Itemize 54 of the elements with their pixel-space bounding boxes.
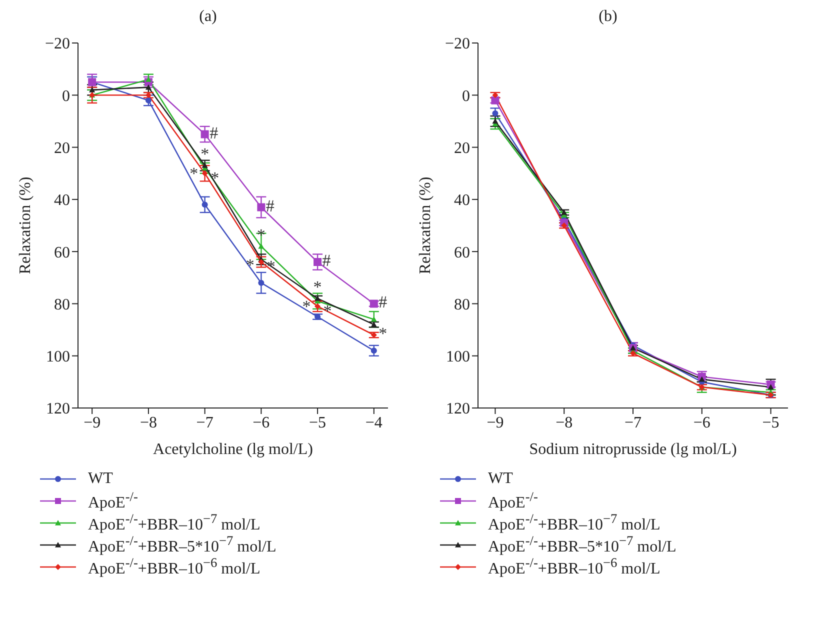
x-tick-label: −8 — [556, 414, 573, 432]
x-tick-label: −6 — [252, 414, 270, 432]
annotation: # — [322, 251, 332, 270]
y-axis-title: Relaxation (%) — [17, 176, 34, 274]
annotation: # — [210, 123, 219, 142]
annotation: * — [190, 164, 198, 184]
y-tick-label: 120 — [446, 400, 470, 418]
x-tick-label: −9 — [84, 414, 101, 432]
y-tick-label: 40 — [454, 192, 470, 210]
x-tick-label: −4 — [365, 414, 382, 432]
chart-title: (b) — [598, 8, 618, 27]
legend-label: WT — [488, 470, 513, 488]
y-tick-label: 20 — [454, 140, 470, 157]
y-tick-label: 80 — [454, 296, 470, 314]
chart-title: (a) — [198, 8, 218, 27]
y-tick-label: 80 — [54, 296, 70, 314]
y-tick-label: 60 — [454, 244, 470, 262]
y-tick-label: −20 — [44, 36, 70, 53]
legend-label: ApoE$^{-/-}$+BBR–10$^{−6}$ mol/L — [88, 555, 260, 579]
annotation: * — [200, 144, 210, 164]
x-axis-title: Sodium nitroprusside (lg mol/L) — [529, 441, 737, 458]
annotation: # — [266, 196, 275, 216]
legend-label: WT — [88, 470, 113, 488]
annotation: * — [313, 278, 322, 296]
legend-label: ApoE$^{-/-}$+BBR–10$^{−7}$ mol/L — [488, 511, 660, 535]
y-tick-label: 100 — [446, 348, 470, 366]
x-axis-title: Acetylcholine (lg mol/L) — [153, 441, 313, 458]
legend-label: ApoE$^{-/-}$+BBR–5*10$^{−7}$ mol/L — [88, 533, 276, 557]
y-tick-label: 40 — [54, 192, 70, 210]
y-tick-label: 100 — [46, 348, 70, 366]
x-tick-label: −9 — [486, 414, 504, 432]
annotation: * — [246, 255, 254, 274]
legend-label: ApoE$^{-/-}$+BBR–10$^{−6}$ mol/L — [488, 555, 660, 579]
annotation: * — [378, 324, 388, 343]
legend-label: ApoE$^{-/-}$+BBR–10$^{−7}$ mol/L — [88, 511, 260, 535]
annotation: * — [302, 297, 311, 316]
x-tick-label: −6 — [693, 414, 710, 432]
annotation: # — [378, 292, 388, 312]
y-tick-label: 120 — [46, 400, 70, 418]
x-tick-label: −7 — [196, 414, 214, 432]
legend-label: ApoE$^{-/-}$ — [488, 489, 538, 513]
x-tick-label: −7 — [624, 414, 642, 432]
y-tick-label: 0 — [62, 88, 70, 105]
y-tick-label: 20 — [54, 140, 70, 157]
annotation: * — [210, 168, 220, 188]
y-tick-label: −20 — [444, 36, 470, 53]
y-tick-label: 0 — [462, 88, 470, 105]
y-axis-title: Relaxation (%) — [417, 176, 434, 274]
legend-label: ApoE$^{-/-}$ — [88, 489, 138, 513]
legend-label: ApoE$^{-/-}$+BBR–5*10$^{−7}$ mol/L — [488, 533, 676, 557]
x-tick-label: −8 — [140, 414, 157, 432]
y-tick-label: 60 — [54, 244, 70, 262]
x-tick-label: −5 — [309, 414, 326, 432]
x-tick-label: −5 — [762, 414, 780, 432]
